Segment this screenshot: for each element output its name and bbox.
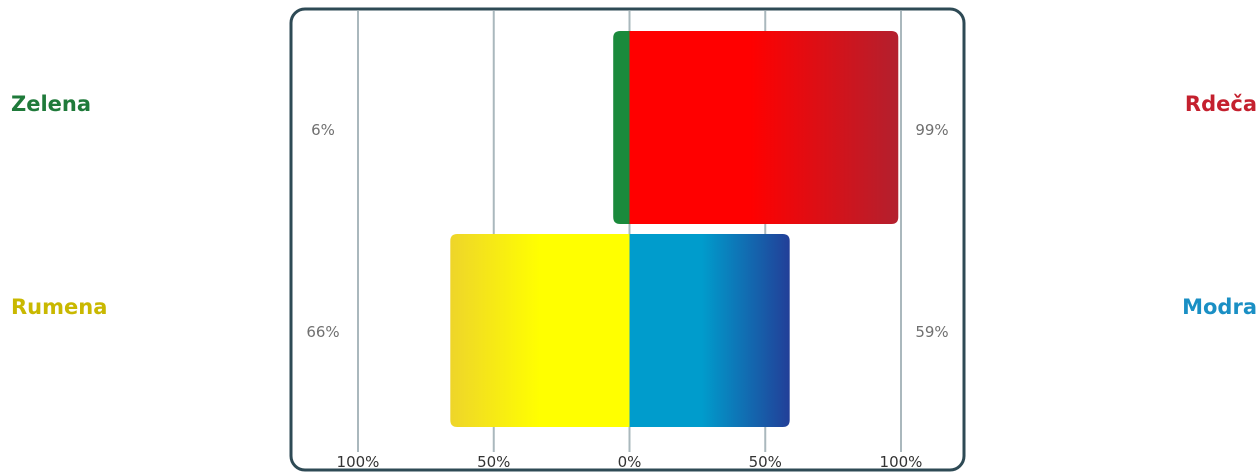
label-rdeca: Rdeča: [1184, 92, 1257, 116]
x-tick-label: 100%: [880, 453, 923, 471]
x-tick-label: 100%: [337, 453, 380, 471]
x-tick-label: 0%: [618, 453, 642, 471]
label-rumena: Rumena: [11, 295, 108, 319]
text-layer: 100% 50% 0% 50% 100% 6% 99% 66% 59%: [306, 121, 948, 471]
value-label-left: 6%: [311, 121, 335, 139]
label-zelena: Zelena: [11, 92, 92, 116]
bar-layer: [450, 31, 899, 427]
x-tick-label: 50%: [749, 453, 782, 471]
value-label-right: 99%: [915, 121, 948, 139]
label-modra: Modra: [1182, 295, 1257, 319]
bar-modra: [629, 234, 790, 427]
plot-frame: [289, 7, 966, 472]
value-label-right: 59%: [915, 323, 948, 341]
x-tick-label: 50%: [477, 453, 510, 471]
bar-zelena: [613, 31, 630, 224]
bar-rumena: [450, 234, 630, 427]
bar-rdeca: [629, 31, 899, 224]
value-label-left: 66%: [306, 323, 339, 341]
